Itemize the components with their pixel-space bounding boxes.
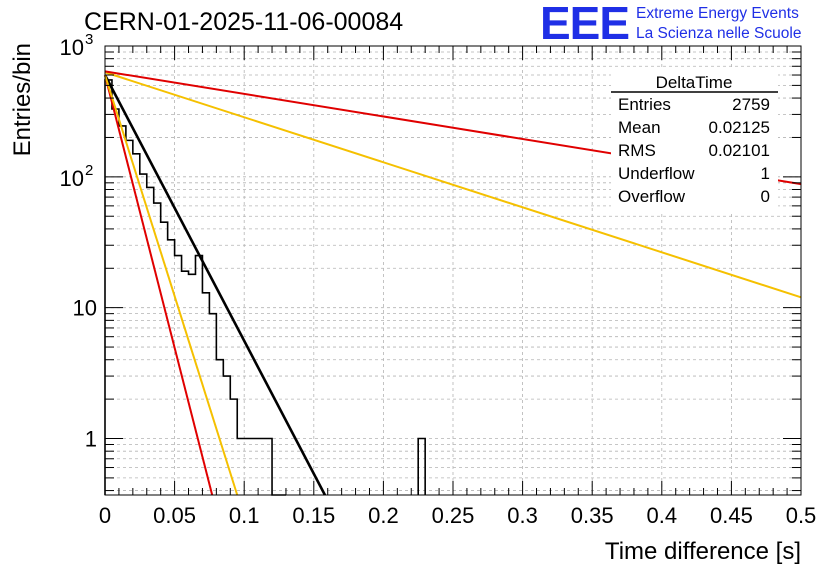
x-tick-label: 0.3 (507, 503, 538, 528)
x-tick-label: 0.25 (432, 503, 475, 528)
x-tick-label: 0.4 (647, 503, 678, 528)
histogram-outline (104, 79, 286, 496)
curve-yellow-steep (104, 74, 239, 496)
curve-fit (103, 74, 327, 496)
x-tick-label: 0.45 (710, 503, 753, 528)
logo-line-2: La Scienza nelle Scuole (636, 25, 802, 42)
stats-row-value: 0 (761, 187, 770, 206)
x-tick-label: 0.1 (229, 503, 260, 528)
stats-row-value: 1 (761, 164, 770, 183)
stats-row-value: 0.02125 (709, 118, 770, 137)
x-tick-label: 0.35 (571, 503, 614, 528)
histogram-bin-isolated (417, 437, 426, 495)
curve-yellow-shallow (104, 71, 802, 299)
x-tick-label: 0 (99, 503, 111, 528)
stats-row-label: Mean (618, 118, 661, 137)
histogram (104, 79, 426, 496)
x-tick-label: 0.2 (368, 503, 399, 528)
y-axis-label: Entries/bin (9, 43, 36, 156)
y-tick-label-exponent: 2 (85, 162, 93, 179)
stats-row-value: 0.02101 (709, 141, 770, 160)
x-tick-label: 0.5 (786, 503, 817, 528)
run-title: CERN-01-2025-11-06-00084 (84, 8, 404, 36)
stats-row-label: Underflow (618, 164, 695, 183)
axis-ticks (104, 46, 802, 495)
y-tick-label: 1 (85, 427, 97, 452)
stats-row-label: Overflow (618, 187, 686, 206)
x-tick-label: 0.15 (292, 503, 335, 528)
stats-row-label: Entries (618, 95, 671, 114)
stats-row-value: 2759 (732, 95, 770, 114)
stats-row-label: RMS (618, 141, 656, 160)
x-tick-labels: 0 0.05 0.1 0.15 0.2 0.25 0.3 0.35 0.4 0.45 0.5 (99, 503, 816, 528)
curve-red-steep (104, 74, 214, 496)
stats-box: DeltaTime Entries 2759 Mean 0.02125 RMS 0.021… (611, 70, 778, 212)
y-tick-label: 10 (60, 35, 84, 60)
x-tick-label: 0.05 (153, 503, 196, 528)
logo-line-1: Extreme Energy Events (636, 5, 799, 22)
stats-title: DeltaTime (656, 73, 733, 92)
x-axis-label: Time difference [s] (605, 538, 801, 565)
y-tick-label: 10 (60, 166, 84, 191)
y-tick-label: 10 (73, 296, 97, 321)
y-tick-label-exponent: 3 (85, 31, 93, 48)
logo-mark: EEE (540, 0, 630, 49)
